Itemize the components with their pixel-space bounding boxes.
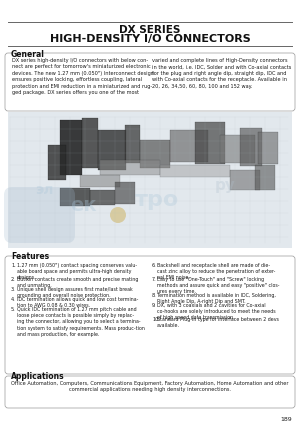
Text: 1.27 mm (0.050") contact spacing conserves valu-
able board space and permits ul: 1.27 mm (0.050") contact spacing conserv… (17, 263, 137, 280)
Bar (8, 112, 292, 248)
Text: 9.: 9. (152, 303, 157, 308)
Text: Easy to use "One-Touch" and "Screw" locking
methods and assure quick and easy "p: Easy to use "One-Touch" and "Screw" lock… (157, 277, 280, 295)
Bar (230, 170, 260, 190)
Text: DX, with 3 coaxials and 2 cavities for Co-axial
co-hooks are solely introduced t: DX, with 3 coaxials and 2 cavities for C… (157, 303, 276, 320)
Text: 189: 189 (280, 417, 292, 422)
Text: IDC termination allows quick and low cost termina-
tion to AWG 0.08 & 0.30 wires: IDC termination allows quick and low cos… (17, 297, 138, 308)
Text: varied and complete lines of High-Density connectors
in the world, i.e. IDC, Sol: varied and complete lines of High-Densit… (152, 58, 291, 88)
Circle shape (110, 207, 126, 223)
Text: тро: тро (135, 190, 179, 210)
Text: General: General (11, 50, 45, 59)
Bar (240, 128, 262, 166)
Bar (195, 122, 225, 164)
Text: Termination method is available in IDC, Soldering,
Right Angle Dip, A-right Dip : Termination method is available in IDC, … (157, 293, 276, 304)
Text: эл: эл (35, 183, 53, 197)
Text: 7.: 7. (152, 277, 157, 282)
Bar (160, 165, 230, 177)
Bar (100, 160, 160, 175)
Text: 8.: 8. (152, 293, 157, 298)
Text: Features: Features (11, 252, 49, 261)
Bar (60, 188, 90, 206)
Bar (82, 118, 98, 168)
Text: Quick IDC termination of 1.27 mm pitch cable and
loose piece contacts is possibl: Quick IDC termination of 1.27 mm pitch c… (17, 307, 145, 337)
Text: Button contacts create smooth and precise mating
and unmating.: Button contacts create smooth and precis… (17, 277, 138, 288)
Bar (90, 190, 115, 205)
Bar (48, 145, 66, 180)
FancyBboxPatch shape (5, 256, 295, 374)
Text: 1.: 1. (11, 263, 16, 268)
FancyBboxPatch shape (4, 187, 75, 243)
Bar (170, 130, 208, 162)
Bar (125, 125, 140, 163)
Text: 10.: 10. (152, 317, 160, 322)
Text: ру: ру (215, 178, 236, 193)
Text: Backshell and receptacle shell are made of die-
cast zinc alloy to reduce the pe: Backshell and receptacle shell are made … (157, 263, 275, 280)
Text: 3.: 3. (11, 287, 16, 292)
Text: Unique shell design assures first mate/last break
grounding and overall noise pr: Unique shell design assures first mate/l… (17, 287, 133, 298)
Bar (140, 140, 170, 168)
Text: 4.: 4. (11, 297, 16, 302)
FancyBboxPatch shape (5, 53, 295, 111)
Text: DX series high-density I/O connectors with below con-
nect are perfect for tomor: DX series high-density I/O connectors wi… (12, 58, 154, 95)
Bar (255, 165, 275, 190)
Text: HIGH-DENSITY I/O CONNECTORS: HIGH-DENSITY I/O CONNECTORS (50, 34, 250, 44)
Text: Standard Plug-in type for interface between 2 devs
available.: Standard Plug-in type for interface betw… (157, 317, 279, 328)
Text: ек: ек (70, 196, 97, 215)
Bar (60, 120, 82, 175)
Bar (220, 135, 255, 163)
Text: DX SERIES: DX SERIES (119, 25, 181, 35)
Bar (80, 175, 120, 187)
Text: Applications: Applications (11, 372, 64, 381)
Text: 2.: 2. (11, 277, 16, 282)
FancyBboxPatch shape (5, 376, 295, 408)
Bar (258, 132, 278, 164)
Bar (115, 182, 135, 204)
Bar (98, 130, 126, 170)
Text: 5.: 5. (11, 307, 16, 312)
Text: 6.: 6. (152, 263, 157, 268)
Text: Office Automation, Computers, Communications Equipment, Factory Automation, Home: Office Automation, Computers, Communicat… (11, 381, 289, 392)
